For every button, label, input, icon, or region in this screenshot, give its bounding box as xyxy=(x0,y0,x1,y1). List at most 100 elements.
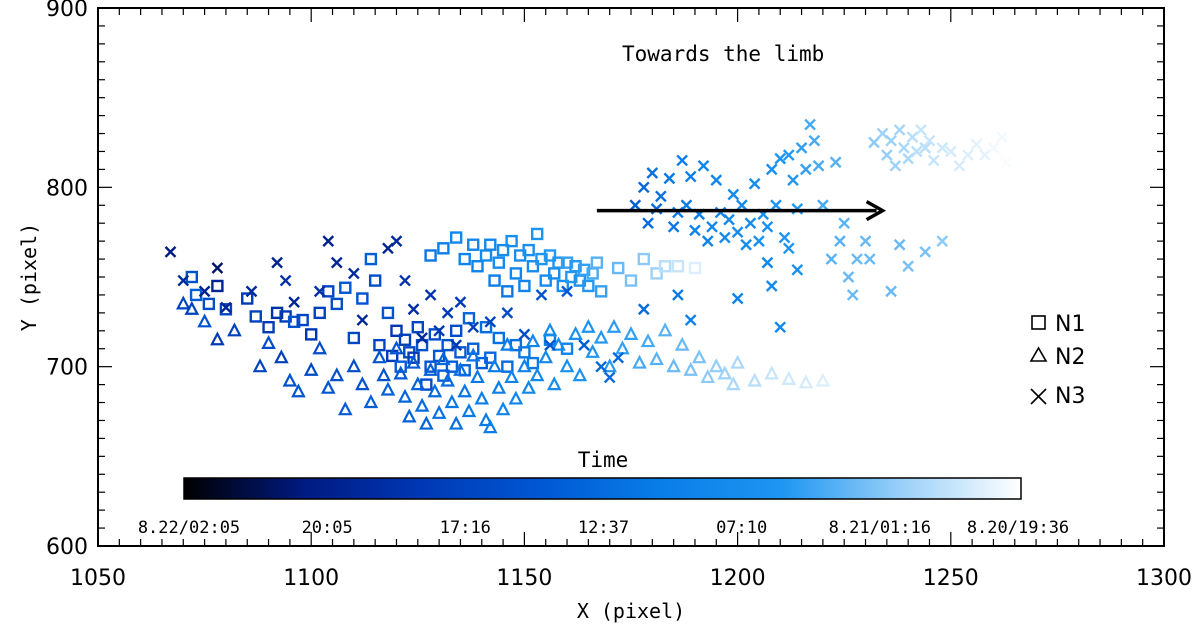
point-n1 xyxy=(518,279,531,293)
point-n2 xyxy=(397,388,413,403)
point-n3 xyxy=(211,262,224,274)
point-n2 xyxy=(572,367,588,382)
point-n1 xyxy=(530,227,544,241)
point-n2 xyxy=(495,401,511,416)
point-n3 xyxy=(825,253,838,265)
point-n2 xyxy=(649,351,664,366)
point-n2 xyxy=(423,361,438,376)
point-n3 xyxy=(672,289,684,301)
point-n1 xyxy=(219,303,233,316)
point-n2 xyxy=(623,326,639,340)
point-n2 xyxy=(363,394,379,409)
point-n2 xyxy=(632,354,647,369)
point-n2 xyxy=(376,367,392,382)
point-n3 xyxy=(880,149,893,161)
point-n2 xyxy=(372,349,387,364)
y-tick-label: 900 xyxy=(46,0,88,22)
point-n2 xyxy=(329,367,345,382)
point-n3 xyxy=(893,238,906,251)
point-n1 xyxy=(313,306,326,320)
point-n2 xyxy=(346,358,362,373)
point-n1 xyxy=(241,292,254,305)
point-n2 xyxy=(419,415,434,430)
point-n3 xyxy=(936,235,949,247)
point-n1 xyxy=(441,338,454,352)
point-n2 xyxy=(815,372,831,387)
point-n1 xyxy=(590,256,604,269)
y-axis-title: Y (pixel) xyxy=(17,223,41,331)
point-n3 xyxy=(791,263,804,276)
point-n3 xyxy=(970,138,983,151)
point-n1 xyxy=(637,252,650,266)
point-n1 xyxy=(262,321,275,334)
point-n1 xyxy=(347,331,361,345)
x-tick-label: 1100 xyxy=(283,566,339,591)
point-n3 xyxy=(723,213,735,226)
point-n1 xyxy=(390,324,403,337)
point-n2 xyxy=(525,333,541,348)
point-n3 xyxy=(356,314,369,326)
point-n1 xyxy=(467,342,480,355)
point-n3 xyxy=(454,296,467,308)
point-n3 xyxy=(595,360,608,373)
point-n2 xyxy=(529,367,545,382)
data-marks xyxy=(164,118,1013,434)
point-n1 xyxy=(356,292,369,305)
point-n2 xyxy=(355,376,370,391)
point-n3 xyxy=(390,235,403,247)
point-n3 xyxy=(676,154,689,167)
point-n3 xyxy=(646,167,659,179)
point-n1 xyxy=(415,338,429,352)
point-n3 xyxy=(744,217,757,230)
point-n2 xyxy=(500,336,515,351)
point-n3 xyxy=(701,235,714,247)
point-n2 xyxy=(389,340,404,355)
point-n3 xyxy=(817,199,829,212)
point-n2 xyxy=(538,349,554,364)
point-n3 xyxy=(407,303,420,316)
point-n1 xyxy=(398,333,412,346)
point-n1 xyxy=(484,238,497,251)
point-n3 xyxy=(829,156,842,169)
point-n3 xyxy=(834,235,846,247)
colorbar-tick-label: 8.20/19:36 xyxy=(967,518,1069,538)
point-n2 xyxy=(559,358,575,373)
point-n3 xyxy=(782,242,795,255)
point-n1 xyxy=(526,260,540,273)
point-n3 xyxy=(774,321,787,334)
point-n2 xyxy=(303,361,319,376)
point-n2 xyxy=(700,369,716,384)
point-n2 xyxy=(568,326,583,340)
point-n3 xyxy=(889,159,902,172)
point-n2 xyxy=(184,300,200,315)
colorbar-tick-label: 17:16 xyxy=(440,518,491,538)
point-n1 xyxy=(492,256,506,269)
point-n2 xyxy=(227,322,242,337)
point-n1 xyxy=(202,297,216,311)
colorbar-tick-label: 20:05 xyxy=(302,518,353,538)
point-n3 xyxy=(544,339,556,351)
colorbar-tick-label: 07:10 xyxy=(716,518,767,538)
point-n1 xyxy=(671,260,685,273)
point-n2 xyxy=(666,358,681,373)
point-n2 xyxy=(444,394,460,409)
point-n2 xyxy=(282,372,298,387)
point-n3 xyxy=(919,142,932,154)
y-tick-label: 800 xyxy=(46,176,88,201)
point-n3 xyxy=(885,134,897,147)
point-n3 xyxy=(893,124,906,136)
point-n3 xyxy=(220,301,232,314)
point-n2 xyxy=(674,336,690,351)
point-n2 xyxy=(747,372,762,387)
point-n3 xyxy=(859,235,872,247)
point-n2 xyxy=(657,322,673,337)
point-n1 xyxy=(407,351,420,364)
point-n3 xyxy=(765,163,778,176)
point-n1 xyxy=(322,285,335,298)
point-n1 xyxy=(543,249,557,262)
point-n1 xyxy=(454,346,467,359)
point-n3 xyxy=(667,220,680,233)
point-n2 xyxy=(517,358,532,373)
point-n2 xyxy=(482,419,498,434)
point-n1 xyxy=(449,324,463,337)
